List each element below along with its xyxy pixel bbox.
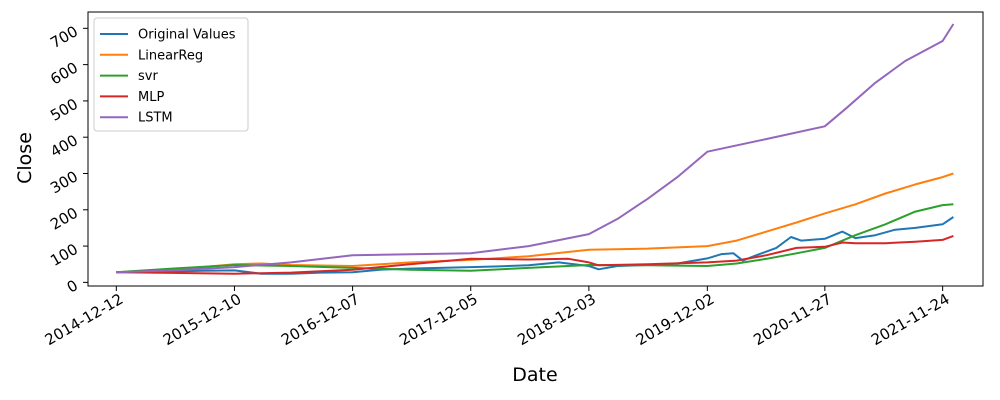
- legend-label-4: LSTM: [138, 111, 173, 126]
- x-axis-title: Date: [512, 364, 557, 386]
- legend-box: [93, 17, 249, 132]
- series-line-2: [116, 203, 954, 274]
- series-line-3: [116, 234, 954, 275]
- y-axis-title: Close: [14, 132, 36, 184]
- legend-label-0: Original Values: [138, 28, 236, 43]
- plot-frame: [87, 11, 984, 287]
- series-layer: [116, 23, 955, 275]
- legend-label-1: LinearReg: [138, 48, 203, 63]
- legend: Original Values LinearReg svr MLP LSTM: [93, 17, 249, 132]
- legend-label-3: MLP: [138, 90, 164, 105]
- legend-label-2: svr: [138, 69, 158, 84]
- series-line-4: [116, 23, 955, 274]
